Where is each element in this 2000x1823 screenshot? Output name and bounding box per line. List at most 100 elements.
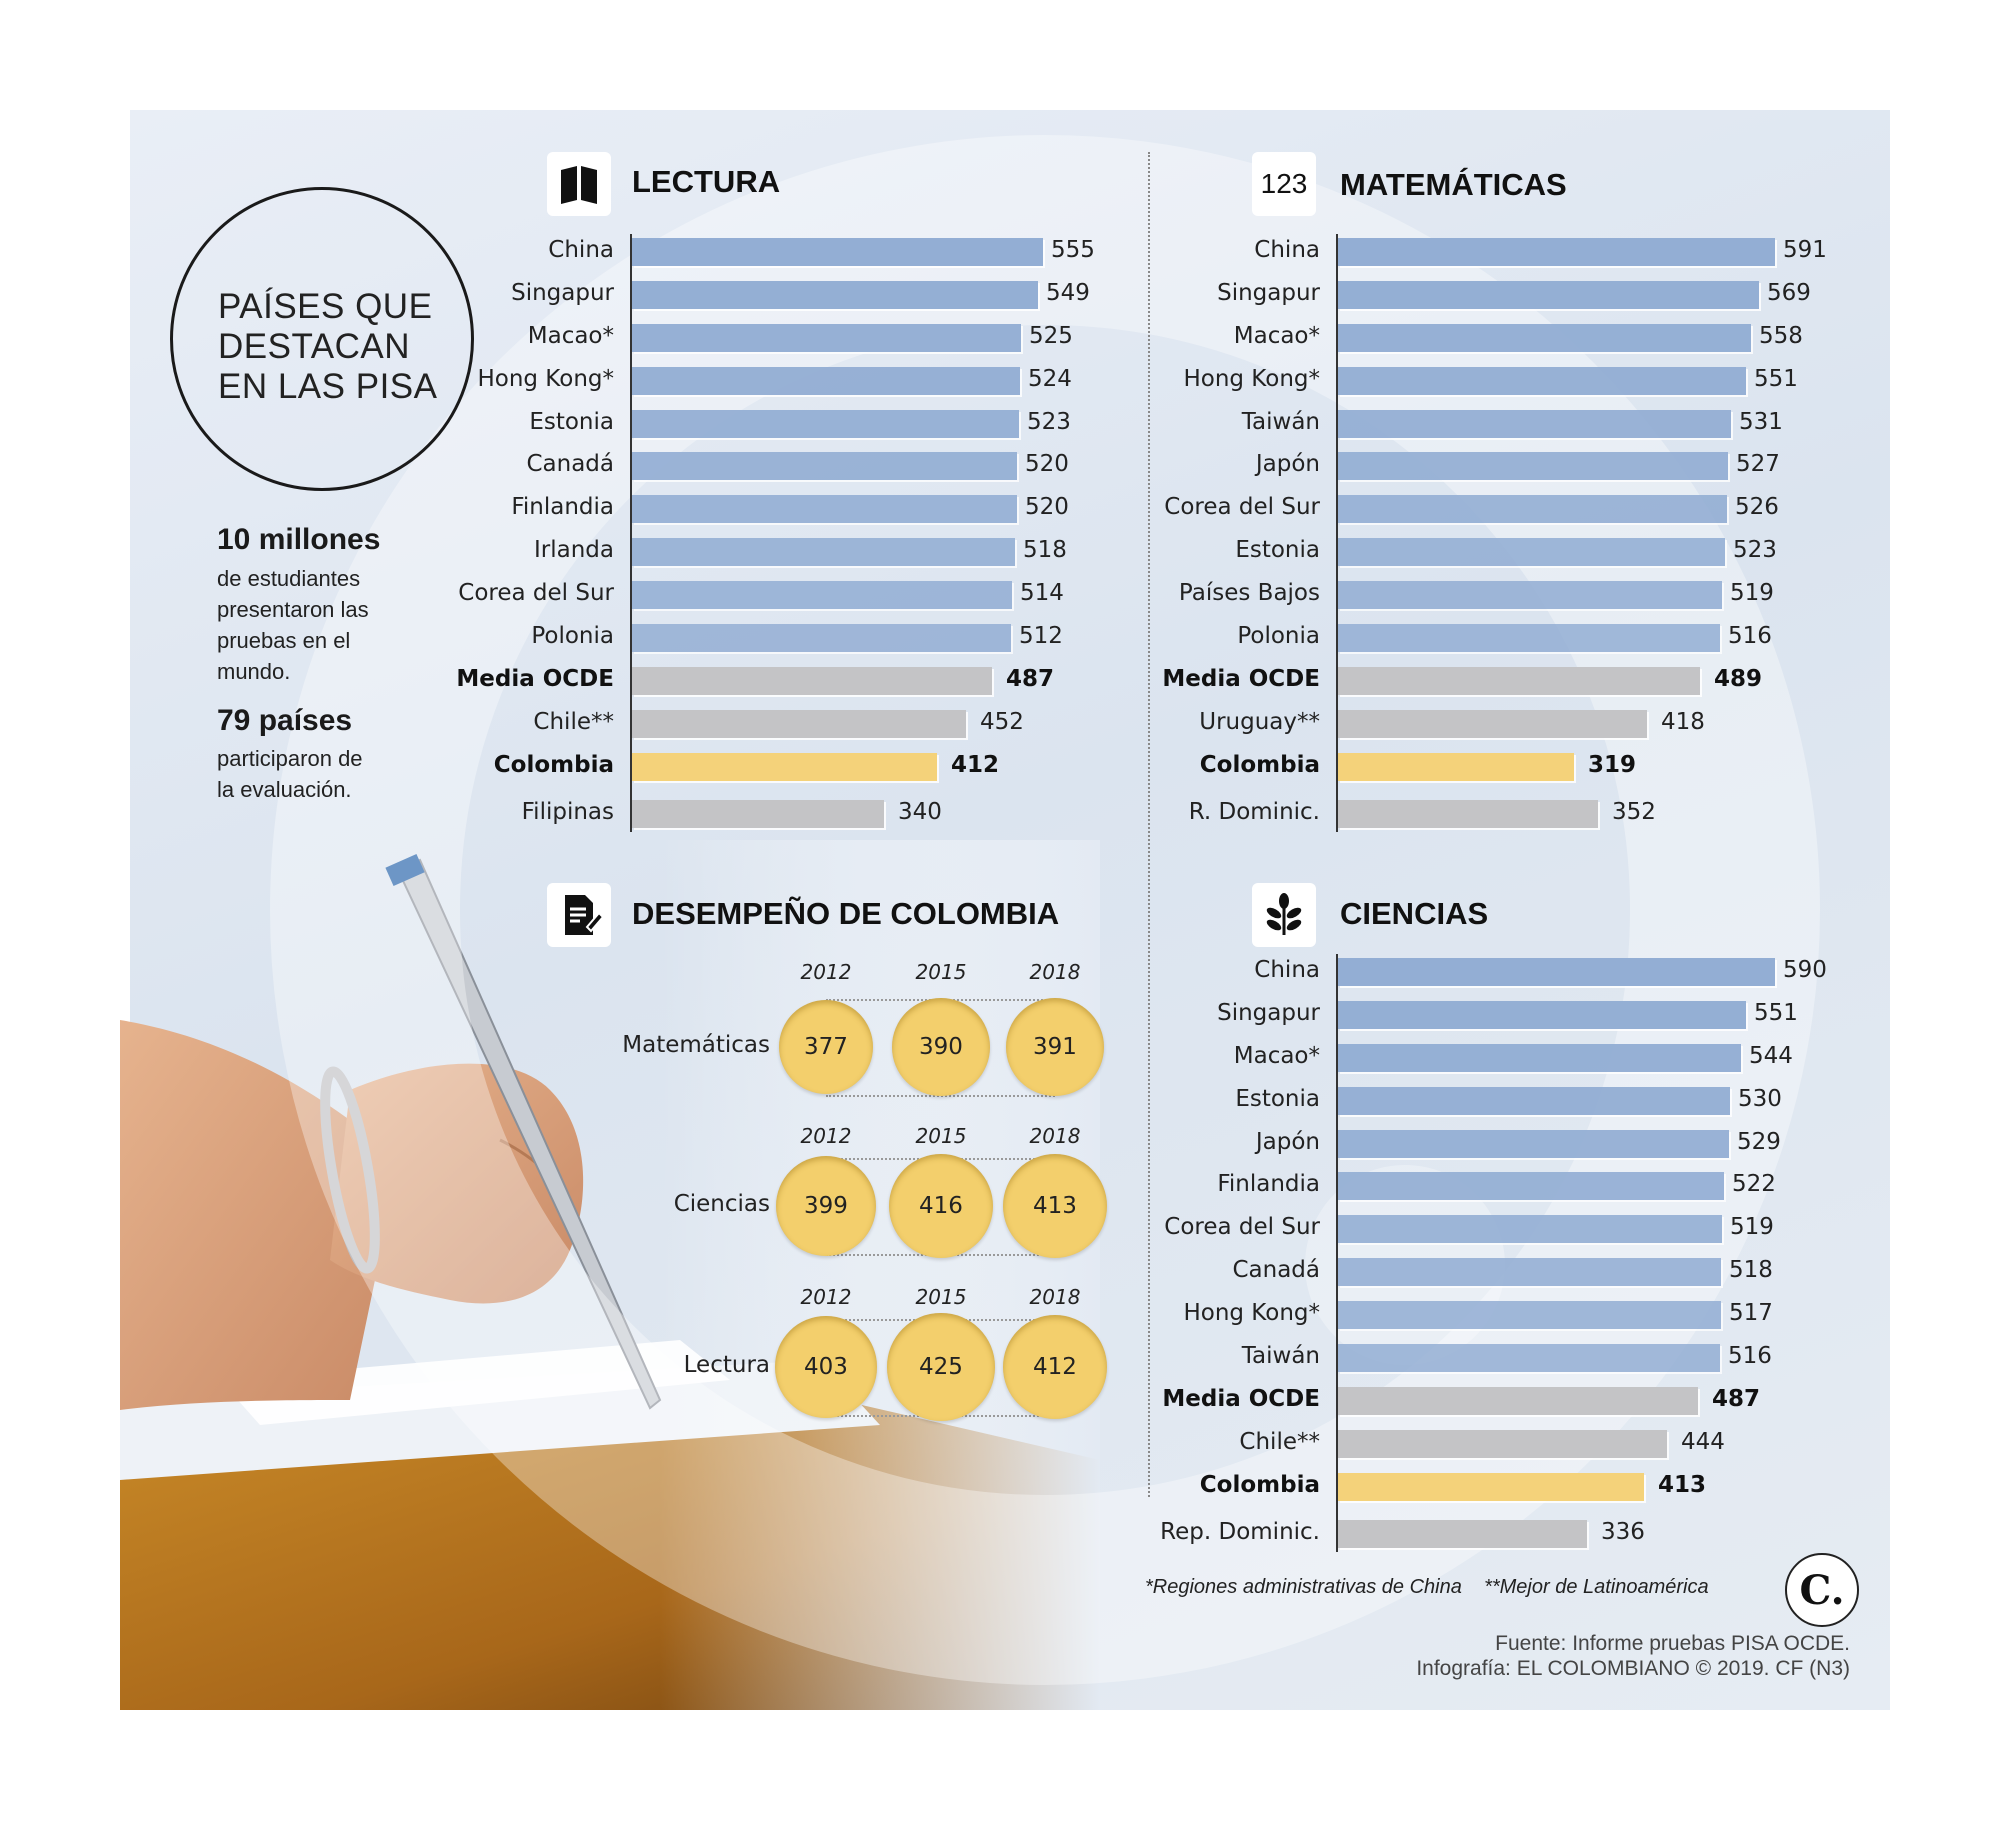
- bar-value: 523: [1733, 537, 1777, 563]
- bar-value: 489: [1714, 666, 1763, 692]
- bar-label: Países Bajos: [1178, 580, 1320, 606]
- bar: [632, 667, 992, 695]
- bar-label: Filipinas: [521, 799, 614, 825]
- bar-label: Rep. Dominic.: [1160, 1519, 1320, 1545]
- bar: [1338, 1044, 1741, 1072]
- bar: [1338, 800, 1598, 828]
- bar-label: Macao*: [527, 323, 614, 349]
- el-colombiano-logo: C.: [1785, 1553, 1859, 1627]
- bar-label: Hong Kong*: [1183, 1300, 1320, 1326]
- bar-label: Chile**: [1239, 1429, 1320, 1455]
- bar-label: Macao*: [1233, 1043, 1320, 1069]
- bar-label: Media OCDE: [1162, 666, 1320, 692]
- bar-label: Japón: [1255, 451, 1320, 477]
- numbers-icon: 123: [1252, 152, 1316, 216]
- bar: [1338, 753, 1574, 781]
- bar-label: Estonia: [529, 409, 614, 435]
- bar: [1338, 1387, 1698, 1415]
- bar-label: Japón: [1255, 1129, 1320, 1155]
- bar-value: 527: [1736, 451, 1780, 477]
- bar-value: 517: [1729, 1300, 1773, 1326]
- bar: [632, 581, 1012, 609]
- bar: [1338, 1258, 1721, 1286]
- bar-value: 522: [1732, 1171, 1776, 1197]
- bar: [632, 324, 1021, 352]
- bar: [1338, 281, 1759, 309]
- bar: [1338, 710, 1647, 738]
- student-writing-photo: [120, 840, 1100, 1710]
- page-title: PAÍSES QUE DESTACAN EN LAS PISA: [218, 287, 438, 406]
- score-coin: 399: [775, 1155, 877, 1257]
- bar-value: 544: [1749, 1043, 1793, 1069]
- year-label: 2012: [800, 1124, 852, 1148]
- bar-value: 529: [1737, 1129, 1781, 1155]
- bar-value: 531: [1739, 409, 1783, 435]
- bar: [1338, 1001, 1746, 1029]
- math-title: MATEMÁTICAS: [1340, 167, 1567, 202]
- bar-label: Media OCDE: [456, 666, 614, 692]
- bar: [632, 410, 1019, 438]
- book-icon: [547, 152, 611, 216]
- credit-text: Infografía: EL COLOMBIANO © 2019. CF (N3…: [1416, 1657, 1850, 1680]
- science-title: CIENCIAS: [1340, 896, 1489, 931]
- bar: [1338, 538, 1725, 566]
- bar-value: 524: [1028, 366, 1072, 392]
- bar-label: Canadá: [1232, 1257, 1320, 1283]
- bar-value: 591: [1783, 237, 1827, 263]
- bar-value: 319: [1588, 752, 1637, 778]
- bar-label: Corea del Sur: [458, 580, 614, 606]
- bar-value: 551: [1754, 1000, 1798, 1026]
- footnote: *Regiones administrativas de China **Mej…: [1145, 1576, 1709, 1598]
- bar-value: 549: [1046, 280, 1090, 306]
- bar-value: 525: [1029, 323, 1073, 349]
- year-label: 2015: [915, 1285, 967, 1309]
- score-coin: 390: [892, 998, 990, 1096]
- bar-value: 518: [1729, 1257, 1773, 1283]
- score-coin: 425: [887, 1313, 995, 1421]
- bar: [632, 538, 1015, 566]
- countries-count: 79 países: [217, 704, 353, 737]
- chart-axis: [1336, 234, 1338, 832]
- subject-label: Matemáticas: [622, 1032, 770, 1058]
- title-circle: [170, 187, 474, 491]
- bar-value: 516: [1728, 623, 1772, 649]
- year-label: 2012: [800, 960, 852, 984]
- year-label: 2012: [800, 1285, 852, 1309]
- leaf-icon: [1252, 883, 1316, 947]
- bar-value: 519: [1730, 580, 1774, 606]
- bar-label: Colombia: [1199, 1472, 1320, 1498]
- bar-label: Colombia: [1199, 752, 1320, 778]
- bar-label: Estonia: [1235, 1086, 1320, 1112]
- reading-title: LECTURA: [632, 164, 781, 199]
- bar: [1338, 1520, 1587, 1548]
- bar: [632, 238, 1043, 266]
- bar-label: Estonia: [1235, 537, 1320, 563]
- bar: [1338, 410, 1731, 438]
- bar-value: 569: [1767, 280, 1811, 306]
- bar-value: 530: [1738, 1086, 1782, 1112]
- bar-label: Irlanda: [534, 537, 614, 563]
- colombia-performance-title: DESEMPEÑO DE COLOMBIA: [632, 896, 1060, 931]
- score-coin: 416: [888, 1153, 994, 1259]
- bar-value: 519: [1730, 1214, 1774, 1240]
- score-coin: 403: [775, 1316, 877, 1418]
- year-label: 2015: [915, 960, 967, 984]
- bar-value: 336: [1601, 1519, 1645, 1545]
- year-label: 2015: [915, 1124, 967, 1148]
- subject-label: Ciencias: [673, 1191, 770, 1217]
- score-coin: 391: [1006, 998, 1104, 1096]
- bar-value: 413: [1658, 1472, 1707, 1498]
- bar-label: Singapur: [1217, 280, 1320, 306]
- document-icon: [547, 883, 611, 947]
- bar: [1338, 1430, 1667, 1458]
- bar-label: China: [1254, 237, 1320, 263]
- bar: [1338, 367, 1746, 395]
- bar: [632, 495, 1017, 523]
- subject-label: Lectura: [683, 1352, 770, 1378]
- bar: [1338, 1344, 1720, 1372]
- bar-label: Finlandia: [1217, 1171, 1320, 1197]
- bar-label: Singapur: [511, 280, 614, 306]
- bar-value: 514: [1020, 580, 1064, 606]
- bar-value: 352: [1612, 799, 1656, 825]
- bar-value: 558: [1759, 323, 1803, 349]
